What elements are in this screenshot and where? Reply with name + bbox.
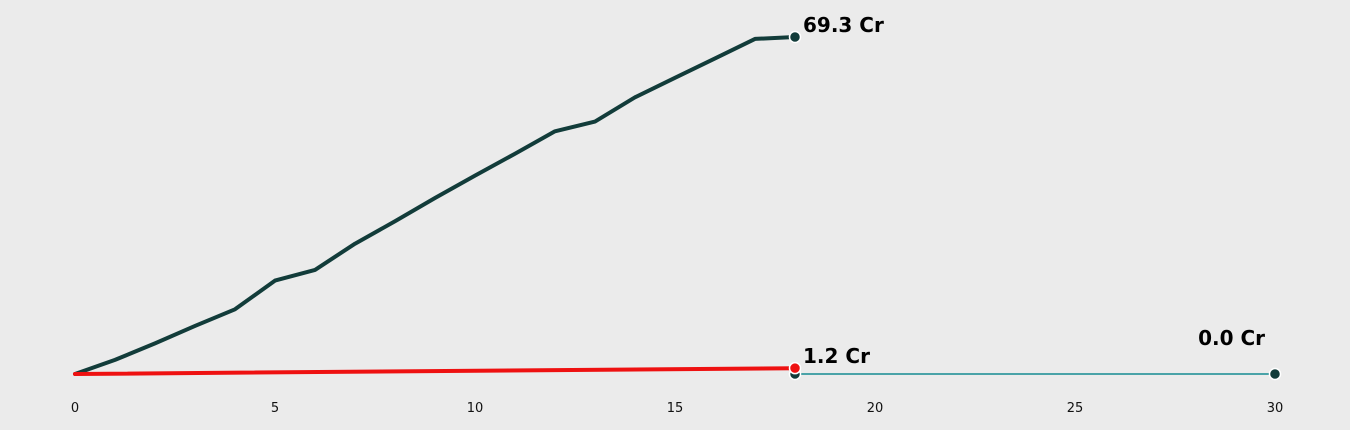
- series-lines: [73, 35, 1276, 376]
- series-marker-cumulative: [788, 30, 802, 44]
- x-tick-label: 20: [867, 401, 884, 416]
- series-markers: [788, 30, 1282, 381]
- series-marker-baseline: [1268, 367, 1282, 381]
- x-tick-label: 25: [1067, 401, 1084, 416]
- x-tick-label: 10: [467, 401, 484, 416]
- x-axis: 0 5 10 15 20 25 30: [71, 401, 1283, 416]
- series-marker-highlight: [788, 361, 802, 375]
- x-tick-label: 30: [1267, 401, 1284, 416]
- x-tick-label: 15: [667, 401, 684, 416]
- end-label-highlight: 1.2 Cr: [803, 344, 870, 368]
- end-label-cumulative: 69.3 Cr: [803, 13, 884, 37]
- series-line-cumulative: [73, 35, 797, 376]
- series-line-highlight: [73, 366, 797, 376]
- x-tick-label: 0: [71, 401, 79, 416]
- end-labels: 69.3 Cr 1.2 Cr 0.0 Cr: [803, 13, 1265, 368]
- x-tick-label: 5: [271, 401, 279, 416]
- end-label-baseline: 0.0 Cr: [1198, 326, 1265, 350]
